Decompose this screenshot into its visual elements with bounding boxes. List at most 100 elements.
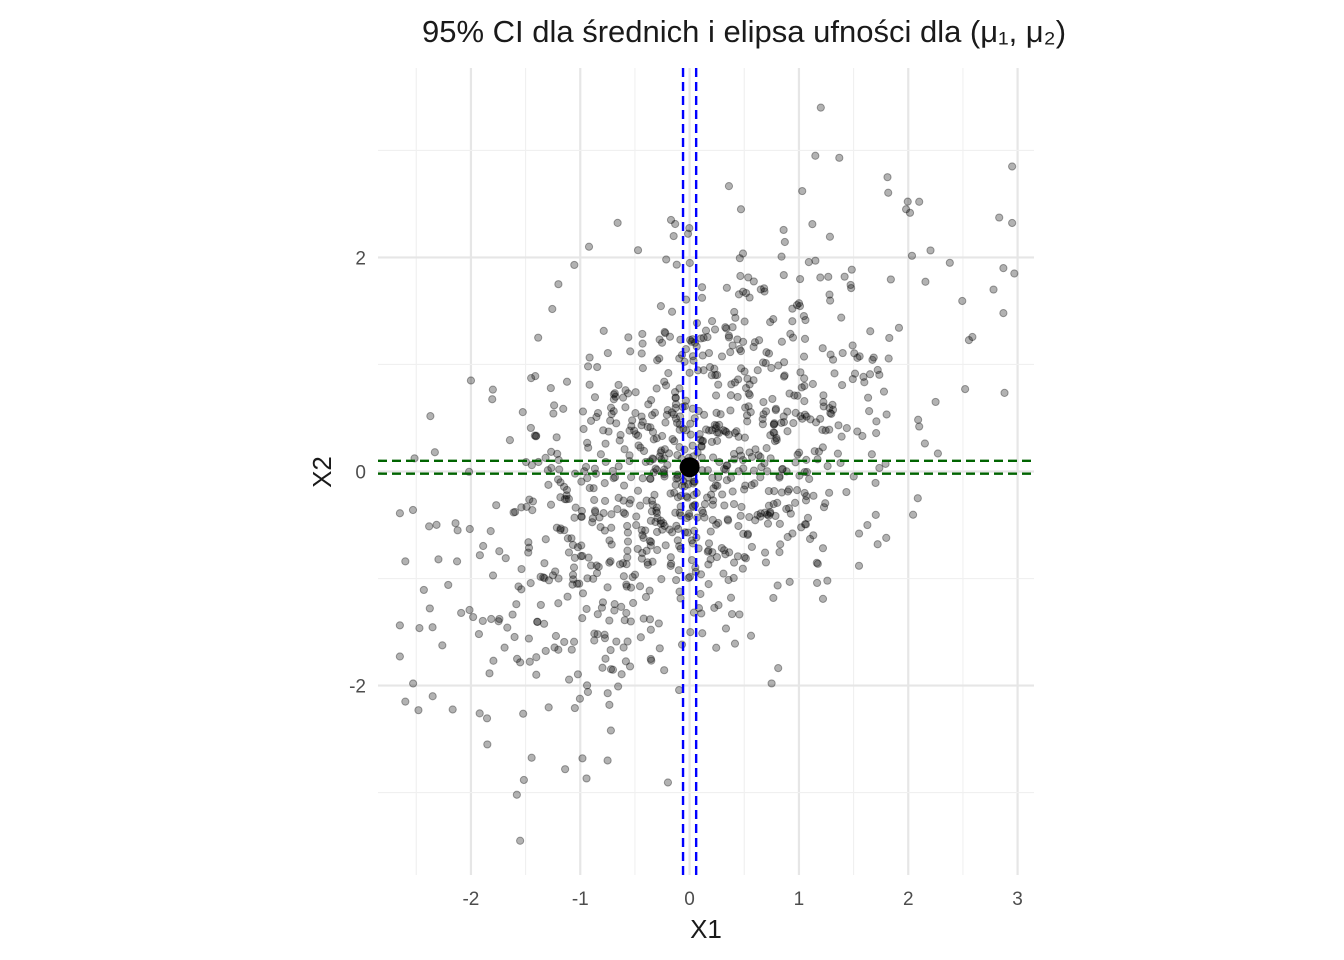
data-point: [588, 518, 597, 527]
data-point: [577, 477, 586, 486]
data-point: [709, 496, 718, 505]
data-point: [858, 431, 867, 441]
data-point: [726, 593, 736, 602]
data-point: [746, 408, 755, 417]
data-point: [577, 512, 586, 521]
data-point: [788, 304, 797, 313]
data-point: [740, 317, 749, 326]
data-point: [655, 644, 664, 653]
data-point: [785, 389, 794, 398]
data-point: [584, 553, 593, 562]
data-point: [708, 548, 717, 557]
data-point: [603, 583, 612, 592]
data-point: [512, 790, 521, 799]
data-point: [414, 706, 423, 715]
data-point: [703, 547, 712, 556]
mean-point: [679, 457, 700, 478]
data-point: [995, 213, 1004, 222]
data-point: [577, 512, 586, 521]
data-point: [636, 501, 645, 510]
data-point: [547, 447, 556, 456]
data-point: [769, 420, 779, 429]
data-point: [569, 563, 579, 572]
data-point: [619, 643, 628, 652]
data-point: [964, 336, 974, 345]
data-point: [871, 478, 880, 488]
data-point: [630, 570, 640, 579]
data-point: [674, 524, 683, 534]
data-point: [816, 414, 825, 423]
data-point: [648, 411, 657, 420]
data-point: [735, 610, 744, 619]
data-point: [645, 536, 654, 546]
data-point: [867, 450, 876, 459]
data-point: [707, 437, 717, 447]
data-point: [699, 410, 709, 419]
data-point: [623, 546, 632, 555]
data-point: [866, 327, 875, 336]
data-point: [596, 522, 605, 532]
data-point: [823, 461, 832, 471]
data-point: [801, 315, 810, 325]
data-point: [821, 499, 830, 508]
data-point: [780, 237, 789, 247]
data-point: [750, 338, 760, 347]
data-point: [712, 552, 722, 562]
data-point: [800, 520, 810, 529]
data-point: [573, 670, 583, 679]
data-point: [777, 337, 786, 346]
data-point: [711, 391, 721, 400]
data-point: [532, 431, 541, 440]
data-point: [438, 641, 447, 650]
data-point: [700, 500, 710, 509]
data-point: [605, 536, 614, 545]
data-point: [567, 645, 576, 654]
data-point: [753, 366, 762, 375]
data-point: [850, 369, 860, 378]
data-point: [603, 689, 612, 698]
data-point: [635, 582, 645, 591]
data-point: [578, 614, 587, 623]
data-point: [863, 520, 872, 530]
data-point: [762, 348, 771, 357]
data-point: [741, 288, 751, 298]
data-point: [530, 431, 539, 440]
data-point: [761, 407, 771, 416]
data-point: [614, 380, 623, 390]
data-point: [825, 404, 834, 413]
data-point: [729, 558, 739, 567]
data-point: [825, 290, 834, 299]
data-point: [795, 274, 805, 284]
data-point: [764, 349, 774, 358]
data-point: [783, 532, 792, 542]
data-point: [764, 511, 773, 520]
data-point: [738, 287, 748, 296]
data-point: [886, 275, 895, 284]
data-point: [784, 485, 794, 494]
data-point: [688, 441, 697, 450]
data-point: [559, 482, 569, 491]
data-point: [614, 682, 623, 691]
data-point: [625, 662, 635, 671]
data-point: [711, 371, 720, 380]
data-point: [826, 350, 835, 359]
data-point: [769, 500, 778, 509]
data-point: [871, 510, 880, 519]
data-point: [710, 325, 720, 334]
data-point: [647, 496, 657, 505]
data-point: [779, 417, 789, 427]
data-point: [599, 509, 608, 518]
data-point: [616, 430, 625, 440]
data-point: [766, 509, 775, 518]
data-point: [824, 272, 833, 281]
data-point: [741, 383, 751, 393]
data-point: [699, 333, 708, 343]
data-point: [508, 610, 517, 619]
data-point: [725, 548, 734, 557]
data-point: [733, 552, 742, 561]
data-point: [921, 277, 930, 286]
data-point: [786, 509, 795, 518]
data-point: [743, 417, 752, 426]
data-point: [639, 614, 648, 623]
data-point: [582, 604, 591, 614]
